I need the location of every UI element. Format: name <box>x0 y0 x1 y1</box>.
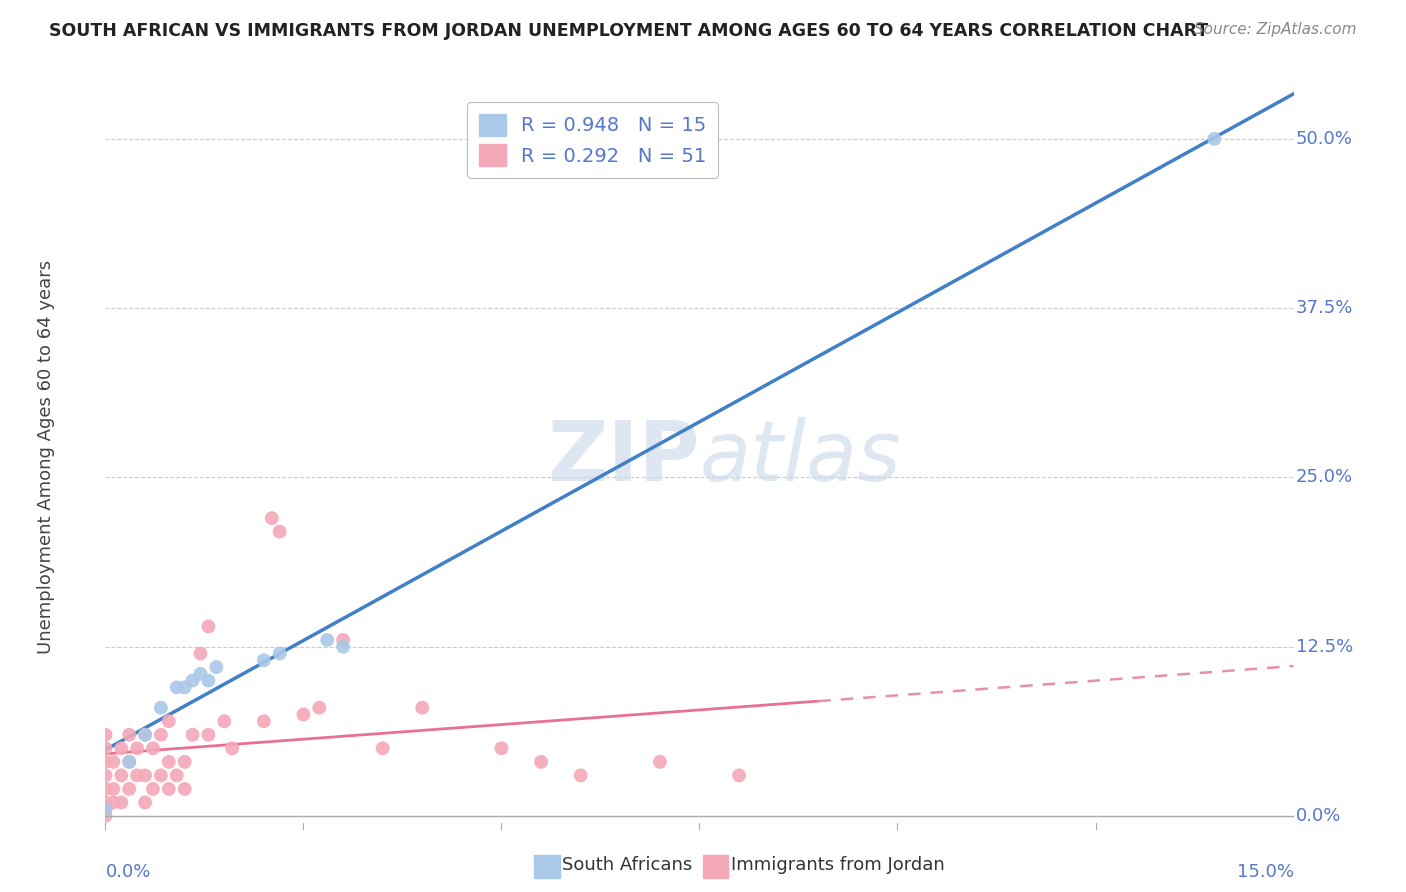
Point <box>181 673 204 688</box>
Point <box>94 802 117 816</box>
Point <box>118 781 141 796</box>
Point <box>530 755 553 769</box>
Text: Unemployment Among Ages 60 to 64 years: Unemployment Among Ages 60 to 64 years <box>37 260 55 654</box>
Point <box>260 511 283 525</box>
Point <box>214 714 236 729</box>
Text: SOUTH AFRICAN VS IMMIGRANTS FROM JORDAN UNEMPLOYMENT AMONG AGES 60 TO 64 YEARS C: SOUTH AFRICAN VS IMMIGRANTS FROM JORDAN … <box>49 22 1209 40</box>
Point <box>491 741 513 756</box>
Point <box>127 768 149 782</box>
Point <box>728 768 751 782</box>
Point <box>269 647 291 661</box>
Point <box>127 741 149 756</box>
Point <box>149 768 172 782</box>
Point <box>94 781 117 796</box>
Point <box>253 653 276 667</box>
Point <box>371 741 394 756</box>
Text: South Africans: South Africans <box>562 856 693 874</box>
Point <box>190 666 212 681</box>
Point <box>221 741 243 756</box>
Point <box>157 755 180 769</box>
Text: 37.5%: 37.5% <box>1296 299 1353 318</box>
Point <box>316 632 339 647</box>
Point <box>94 809 117 823</box>
Point <box>332 640 354 654</box>
Point <box>134 796 156 810</box>
Point <box>332 632 354 647</box>
Point <box>569 768 592 782</box>
Point <box>181 728 204 742</box>
Point <box>197 619 219 633</box>
Point <box>118 755 141 769</box>
Point <box>134 728 156 742</box>
Point <box>253 714 276 729</box>
Point <box>197 728 219 742</box>
Point <box>118 728 141 742</box>
Point <box>157 781 180 796</box>
Point <box>103 796 125 810</box>
Text: 50.0%: 50.0% <box>1296 130 1353 148</box>
Text: 0.0%: 0.0% <box>105 863 150 881</box>
Point <box>94 755 117 769</box>
Point <box>292 707 315 722</box>
Point <box>94 802 117 816</box>
Point <box>149 700 172 714</box>
Point <box>103 755 125 769</box>
Point <box>166 681 188 695</box>
Text: Source: ZipAtlas.com: Source: ZipAtlas.com <box>1194 22 1357 37</box>
Point <box>110 796 132 810</box>
Text: 0.0%: 0.0% <box>1296 807 1341 825</box>
Text: ZIP: ZIP <box>547 417 700 498</box>
Text: atlas: atlas <box>700 417 901 498</box>
Text: 15.0%: 15.0% <box>1236 863 1294 881</box>
Point <box>173 755 195 769</box>
Point <box>173 781 195 796</box>
Point <box>94 741 117 756</box>
Point <box>411 700 433 714</box>
Point <box>197 673 219 688</box>
Point <box>648 755 671 769</box>
Point <box>94 728 117 742</box>
Legend: R = 0.948   N = 15, R = 0.292   N = 51: R = 0.948 N = 15, R = 0.292 N = 51 <box>467 102 718 178</box>
Point <box>94 768 117 782</box>
Text: 25.0%: 25.0% <box>1296 468 1353 486</box>
Point <box>205 660 228 674</box>
Point <box>142 781 165 796</box>
Point <box>173 681 195 695</box>
Text: Immigrants from Jordan: Immigrants from Jordan <box>731 856 945 874</box>
Point <box>157 714 180 729</box>
Point <box>134 728 156 742</box>
Point <box>308 700 330 714</box>
Point <box>1204 132 1226 146</box>
Point <box>110 768 132 782</box>
Point <box>149 728 172 742</box>
Point <box>94 796 117 810</box>
Point <box>269 524 291 539</box>
Point <box>103 781 125 796</box>
Point <box>110 741 132 756</box>
Point <box>166 768 188 782</box>
Point <box>118 755 141 769</box>
Point <box>142 741 165 756</box>
Text: 12.5%: 12.5% <box>1296 638 1353 656</box>
Point <box>134 768 156 782</box>
Point <box>190 647 212 661</box>
